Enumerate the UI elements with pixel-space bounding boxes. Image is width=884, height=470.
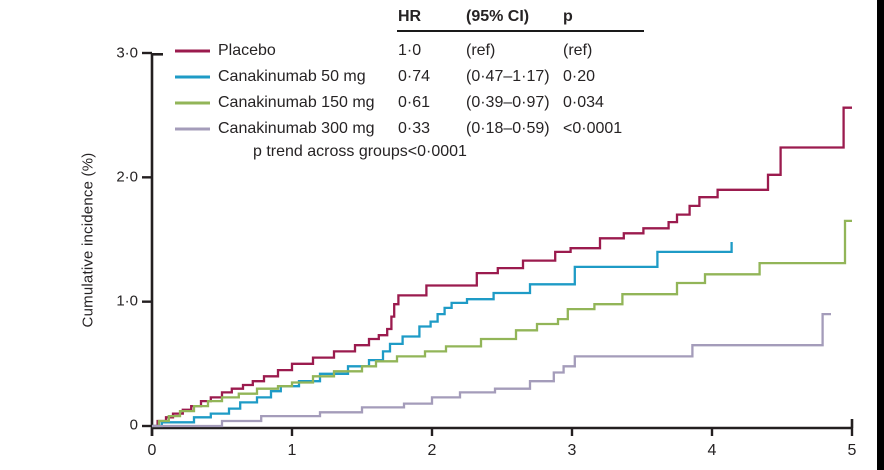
- p-trend-note: p trend across groups<0·0001: [253, 143, 467, 160]
- hr-value-canakinumab-150: 0·61: [398, 94, 431, 111]
- axes: [142, 51, 854, 436]
- page-edge-strip: [877, 0, 884, 470]
- x-tick-label-1: 1: [287, 442, 297, 459]
- table-header-hr: HR: [398, 8, 422, 25]
- y-tick-label-3-0: 3·0: [116, 44, 138, 62]
- p-value-canakinumab-50: 0·20: [563, 68, 596, 85]
- x-tick-label-4: 4: [707, 442, 717, 459]
- y-axis-title: Cumulative incidence (%): [79, 152, 97, 328]
- hr-value-placebo: 1·0: [398, 42, 422, 59]
- y-tick-label-2-0: 2·0: [116, 168, 138, 186]
- table-header-p: p: [563, 8, 573, 25]
- ci-value-canakinumab-300: (0·18–0·59): [466, 120, 550, 137]
- table-header-ci: (95% CI): [466, 8, 530, 25]
- legend-label-canakinumab-150: Canakinumab 150 mg: [218, 94, 375, 111]
- curve-canakinumab-150-mg: [152, 219, 852, 428]
- legend-swatch-placebo: [175, 49, 210, 53]
- legend-swatch-canakinumab-150: [175, 101, 210, 105]
- x-tick-label-3: 3: [567, 442, 577, 459]
- hr-value-canakinumab-300: 0·33: [398, 120, 431, 137]
- y-tick-label-1-0: 1·0: [116, 292, 138, 310]
- curve-placebo: [152, 106, 852, 428]
- p-value-canakinumab-300: <0·0001: [563, 120, 623, 137]
- curves: [152, 106, 852, 428]
- p-value-placebo: (ref): [563, 42, 593, 59]
- legend-label-canakinumab-50: Canakinumab 50 mg: [218, 68, 366, 85]
- x-tick-label-5: 5: [847, 442, 857, 459]
- y-tick-label-0: 0: [129, 416, 138, 434]
- ci-value-canakinumab-150: (0·39–0·97): [466, 94, 550, 111]
- curve-canakinumab-300-mg: [152, 312, 831, 428]
- x-tick-label-0: 0: [147, 442, 157, 459]
- legend-label-canakinumab-300: Canakinumab 300 mg: [218, 120, 375, 137]
- curve-canakinumab-50-mg: [152, 242, 733, 428]
- legend-swatch-canakinumab-50: [175, 75, 210, 79]
- hr-value-canakinumab-50: 0·74: [398, 68, 431, 85]
- table-header-rule: [397, 30, 644, 32]
- x-tick-label-2: 2: [427, 442, 437, 459]
- ci-value-canakinumab-50: (0·47–1·17): [466, 68, 550, 85]
- legend-swatch-canakinumab-300: [175, 127, 210, 131]
- ci-value-placebo: (ref): [466, 42, 496, 59]
- legend-label-placebo: Placebo: [218, 42, 276, 59]
- p-value-canakinumab-150: 0·034: [563, 94, 604, 111]
